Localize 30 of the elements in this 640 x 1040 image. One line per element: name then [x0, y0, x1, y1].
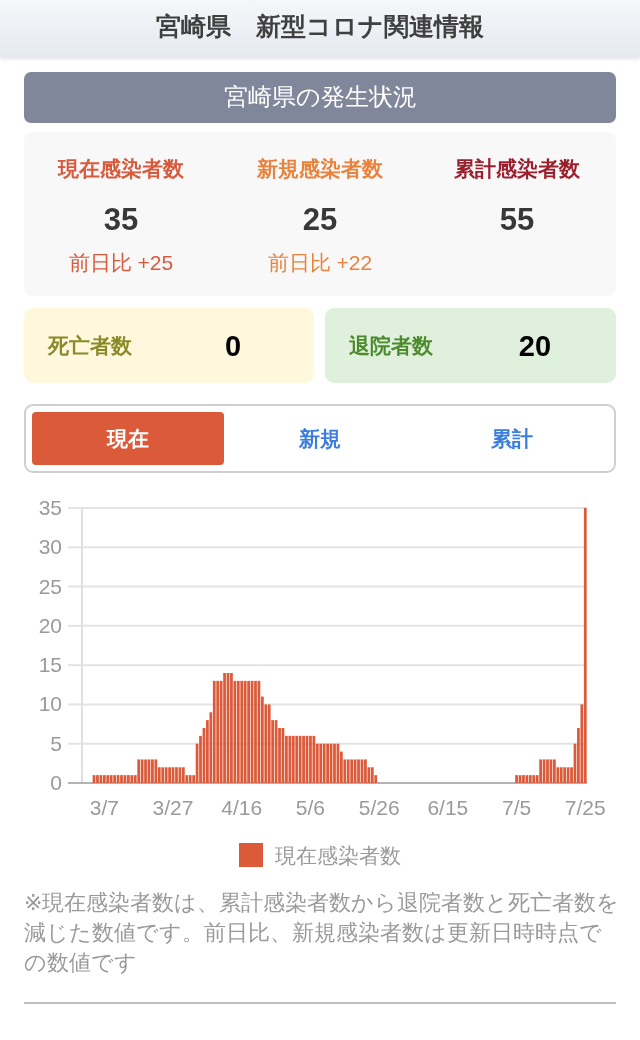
x-tick-label: 6/15 — [427, 796, 469, 819]
x-tick-label: 5/26 — [358, 796, 400, 819]
y-tick-label: 20 — [38, 613, 62, 637]
text: 55 — [498, 202, 536, 238]
legend: 現在感染者数 — [239, 843, 401, 867]
text: 0 — [223, 329, 243, 364]
text: 死亡者数 — [48, 333, 132, 359]
x-tick-label: 3/27 — [152, 796, 194, 819]
y-tick-label: 30 — [38, 535, 62, 559]
y-tick-label: 0 — [50, 771, 62, 794]
y-tick-label: 25 — [38, 574, 62, 598]
text: ※現在感染者数は、累計感染者数から退院者数と死亡者数を減じた数値です。前日比、新規感染者数は更新日時時点での数値です — [24, 889, 621, 977]
x-tick-label: 7/25 — [564, 796, 606, 819]
y-tick-label: 10 — [38, 692, 62, 716]
text: 35 — [102, 202, 140, 238]
text: 宮崎県 新型コロナ関連情報 — [155, 11, 485, 42]
text: 25 — [301, 202, 339, 238]
text: 前日比 +22 — [266, 250, 374, 276]
y-tick-label: 35 — [38, 496, 62, 519]
text: 20 — [517, 329, 553, 364]
x-tick-label: 7/5 — [501, 796, 532, 819]
text: 退院者数 — [349, 333, 433, 359]
text: 宮崎県の発生状況 — [222, 82, 418, 112]
legend-label: 現在感染者数 — [275, 844, 401, 867]
x-tick-label: 4/16 — [221, 796, 263, 819]
text: 前日比 +25 — [67, 250, 175, 276]
y-tick-label: 5 — [50, 731, 62, 755]
y-tick-label: 15 — [38, 653, 62, 677]
x-tick-label: 3/7 — [89, 796, 119, 819]
x-tick-label: 5/6 — [295, 796, 326, 819]
